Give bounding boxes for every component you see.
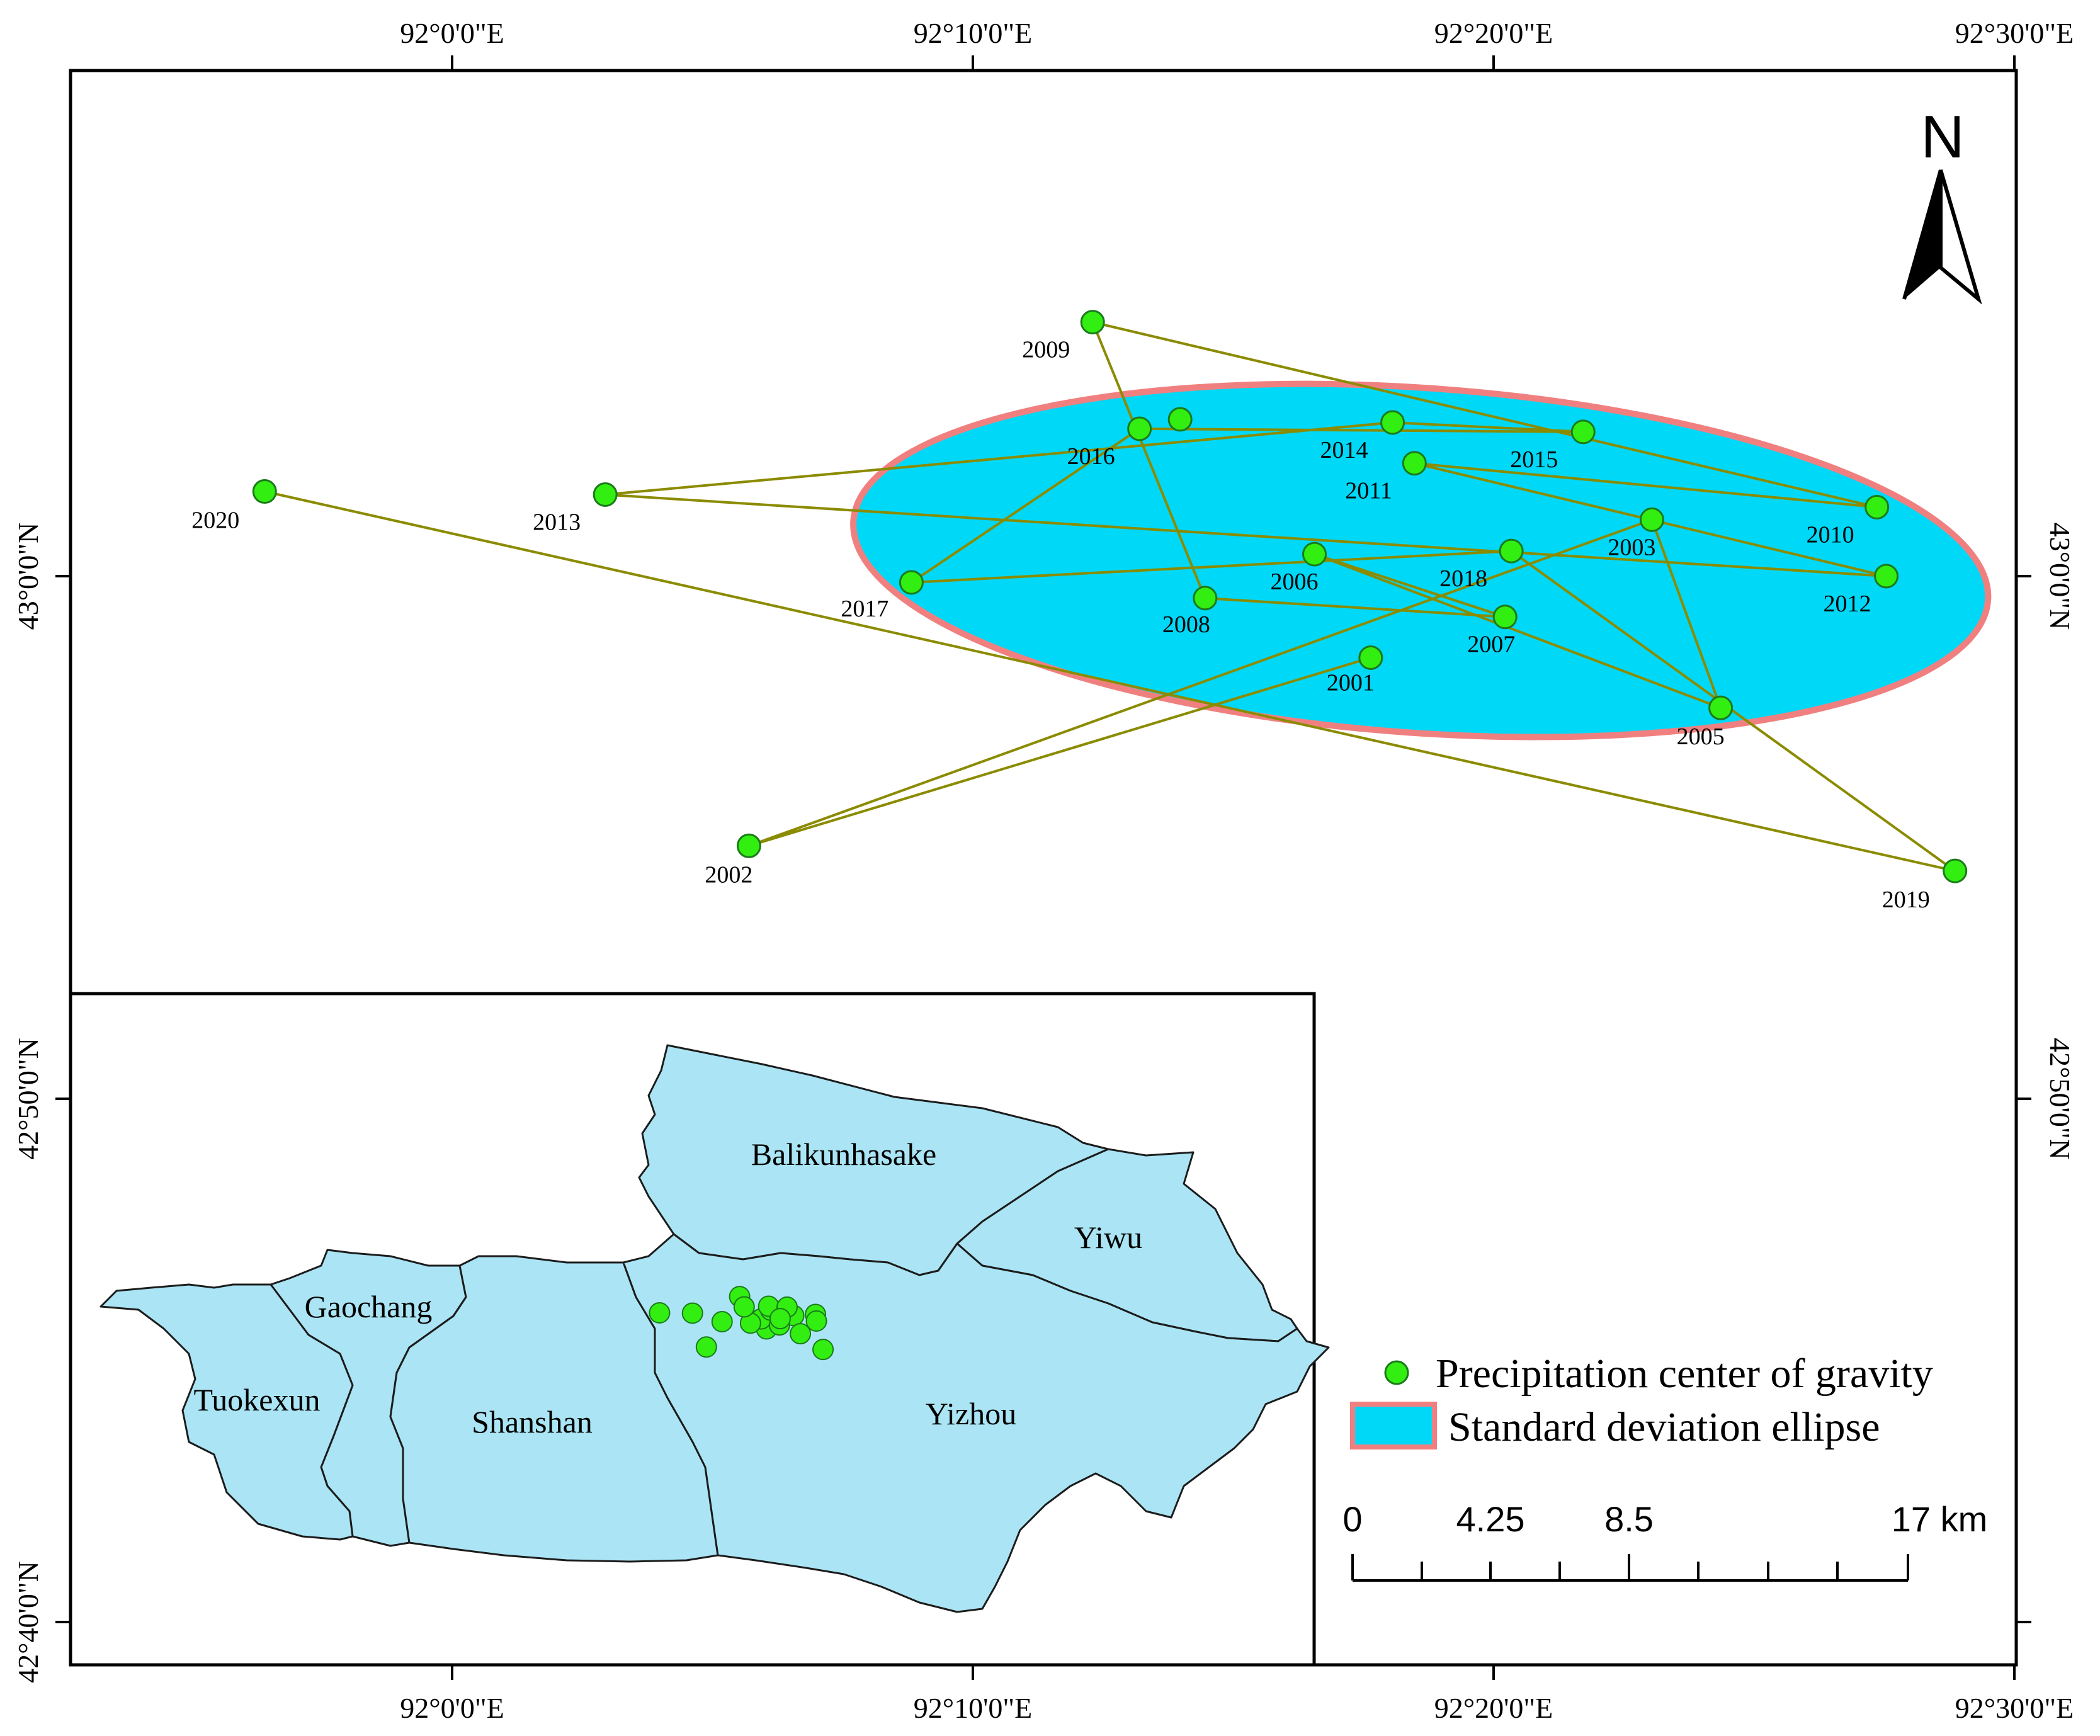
inset-point-2018 [769, 1308, 791, 1330]
year-label-2014: 2014 [1320, 437, 1368, 463]
year-label-2009: 2009 [1022, 337, 1070, 363]
gravity-center-point-2010 [1864, 494, 1890, 519]
region-label-yizhou: Yizhou [926, 1396, 1016, 1431]
legend-point-label: Precipitation center of gravity [1436, 1351, 1933, 1397]
region-label-shanshan: Shanshan [472, 1404, 593, 1439]
gravity-center-point-2017 [899, 570, 924, 595]
year-label-2016: 2016 [1067, 443, 1115, 470]
bottom-axis-labels: 92°0'0"E 92°10'0"E 92°20'0"E 92°30'0"E [400, 1692, 2074, 1724]
year-label-2018: 2018 [1439, 565, 1487, 592]
gravity-center-point-2019 [1943, 858, 1968, 883]
standard-deviation-ellipse [850, 380, 1992, 740]
inset-point-2016 [733, 1296, 755, 1318]
region-label-yiwu: Yiwu [1074, 1220, 1142, 1255]
year-labels: 2001 2002 2003 2005 2006 2007 2008 2009 2010 2011… [191, 337, 1929, 914]
top-tick-label: 92°20'0"E [1434, 17, 1553, 49]
year-label-2017: 2017 [841, 596, 888, 622]
north-label: N [1921, 103, 1964, 171]
bottom-tick-label: 92°0'0"E [400, 1692, 504, 1724]
region-tuokexun [99, 1283, 354, 1541]
year-label-2019: 2019 [1882, 887, 1930, 913]
year-label-2013: 2013 [533, 509, 581, 536]
gravity-center-point-2012 [1874, 564, 1899, 589]
year-label-2015: 2015 [1510, 446, 1558, 473]
legend: Precipitation center of gravity Standard… [1350, 1351, 1933, 1450]
inset-point-2002 [695, 1336, 717, 1358]
gravity-center-point-2001 [1358, 645, 1383, 670]
legend-point-symbol [1384, 1360, 1409, 1385]
gravity-center-point-2003 [1639, 507, 1664, 532]
left-tick-label: 42°50'0"N [12, 1038, 44, 1160]
inset-point-2013 [681, 1302, 703, 1324]
gravity-center-point-2009 [1080, 310, 1105, 335]
gravity-center-point-2008 [1193, 586, 1218, 611]
region-label-gaochang: Gaochang [305, 1289, 433, 1324]
north-arrow-icon: N [1902, 103, 1982, 305]
right-axis-labels: 43°0'0"N 42°50'0"N [2044, 523, 2076, 1160]
legend-ellipse-symbol [1350, 1402, 1437, 1450]
scale-label: 0 [1342, 1499, 1362, 1539]
gravity-center-point-2020 [252, 479, 277, 504]
gravity-center-point-2015 [1570, 419, 1596, 445]
year-label-2002: 2002 [705, 861, 752, 888]
right-tick-label: 42°50'0"N [2044, 1038, 2076, 1160]
bottom-tick-label: 92°10'0"E [914, 1692, 1033, 1724]
year-label-2006: 2006 [1271, 569, 1319, 595]
bottom-tick-label: 92°30'0"E [1955, 1692, 2074, 1724]
right-tick-label: 43°0'0"N [2044, 523, 2076, 630]
inset-point-2019 [812, 1339, 834, 1361]
inset-point-2005 [790, 1323, 812, 1345]
gravity-center-points [252, 310, 1968, 883]
year-label-2005: 2005 [1677, 723, 1725, 750]
year-label-2001: 2001 [1327, 669, 1375, 696]
scale-label: 4.25 [1456, 1499, 1525, 1539]
scale-bar: 0 4.25 8.5 17 km [1342, 1499, 1988, 1582]
top-axis-labels: 92°0'0"E 92°10'0"E 92°20'0"E 92°30'0"E [400, 17, 2074, 49]
inset-point-2017 [711, 1310, 733, 1332]
year-label-2007: 2007 [1467, 632, 1515, 658]
inset-point-2020 [649, 1302, 671, 1324]
region-label-tuokexun: Tuokexun [194, 1382, 321, 1417]
gravity-center-point-2011 [1402, 451, 1427, 476]
top-tick-label: 92°30'0"E [1955, 17, 2074, 49]
legend-ellipse-label: Standard deviation ellipse [1448, 1404, 1880, 1450]
region-label-balikunhasake: Balikunhasake [751, 1137, 936, 1172]
year-label-2003: 2003 [1608, 534, 1655, 560]
top-tick-label: 92°10'0"E [914, 17, 1033, 49]
gravity-center-point-2007 [1492, 604, 1518, 630]
gravity-center-point-2014 [1380, 410, 1405, 435]
bottom-tick-label: 92°20'0"E [1434, 1692, 1553, 1724]
gravity-center-point-2005 [1708, 695, 1734, 720]
gravity-center-point-2006 [1302, 542, 1327, 567]
year-label-2011: 2011 [1345, 478, 1392, 504]
year-label-2010: 2010 [1807, 521, 1854, 548]
year-label-2020: 2020 [191, 508, 239, 534]
gravity-center-point-2002 [736, 833, 761, 858]
gravity-center-point-2018 [1499, 538, 1524, 564]
inset-gravity-points [649, 1286, 834, 1361]
inset-map: Balikunhasake Yiwu Gaochang Tuokexun Sha… [69, 992, 1330, 1667]
left-tick-label: 42°40'0"N [12, 1561, 44, 1683]
inset-point-2012 [805, 1310, 827, 1332]
gravity-center-point-2013 [593, 482, 618, 508]
year-label-2012: 2012 [1824, 591, 1871, 617]
gravity-center-point-2016 [1127, 416, 1152, 441]
scale-label: 8.5 [1604, 1499, 1654, 1539]
graticule-ticks [55, 55, 2031, 1680]
scale-label: 17 km [1892, 1499, 1988, 1539]
gravity-center-point [1167, 407, 1193, 432]
left-tick-label: 43°0'0"N [12, 523, 44, 630]
left-axis-labels: 43°0'0"N 42°50'0"N 42°40'0"N [12, 523, 44, 1683]
year-label-2008: 2008 [1162, 611, 1210, 638]
top-tick-label: 92°0'0"E [400, 17, 504, 49]
